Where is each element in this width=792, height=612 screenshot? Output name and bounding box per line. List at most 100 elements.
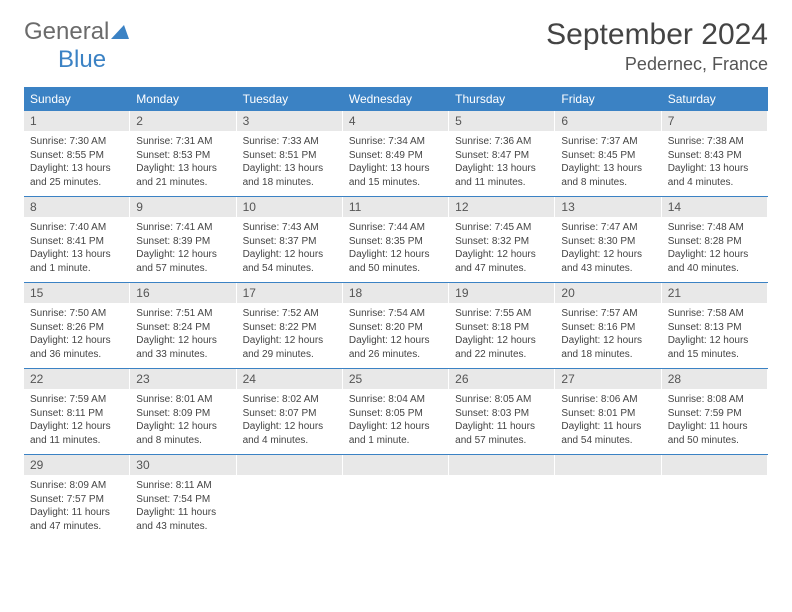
day-cell: 15Sunrise: 7:50 AMSunset: 8:26 PMDayligh… — [24, 283, 130, 368]
sunset-line: Sunset: 8:55 PM — [30, 149, 124, 163]
dow-saturday: Saturday — [662, 87, 768, 111]
day-cell: 2Sunrise: 7:31 AMSunset: 8:53 PMDaylight… — [130, 111, 236, 196]
sunrise-line: Sunrise: 7:40 AM — [30, 221, 124, 235]
day-body: Sunrise: 7:36 AMSunset: 8:47 PMDaylight:… — [449, 131, 555, 191]
day-cell: 8Sunrise: 7:40 AMSunset: 8:41 PMDaylight… — [24, 197, 130, 282]
title-block: September 2024 Pedernec, France — [546, 18, 768, 75]
sunrise-line: Sunrise: 7:55 AM — [455, 307, 549, 321]
sunset-line: Sunset: 8:01 PM — [561, 407, 655, 421]
day-number: 13 — [555, 197, 661, 217]
day-number: 25 — [343, 369, 449, 389]
day-number: 11 — [343, 197, 449, 217]
day-cell: 25Sunrise: 8:04 AMSunset: 8:05 PMDayligh… — [343, 369, 449, 454]
header: GeneralBlue September 2024 Pedernec, Fra… — [24, 18, 768, 75]
dow-sunday: Sunday — [24, 87, 130, 111]
sunset-line: Sunset: 8:35 PM — [349, 235, 443, 249]
sunrise-line: Sunrise: 7:31 AM — [136, 135, 230, 149]
sunset-line: Sunset: 7:59 PM — [668, 407, 762, 421]
day-cell: . — [449, 455, 555, 540]
day-body: Sunrise: 8:01 AMSunset: 8:09 PMDaylight:… — [130, 389, 236, 449]
daylight-line: Daylight: 13 hours and 11 minutes. — [455, 162, 549, 189]
daylight-line: Daylight: 11 hours and 43 minutes. — [136, 506, 230, 533]
day-cell: . — [343, 455, 449, 540]
sunset-line: Sunset: 8:43 PM — [668, 149, 762, 163]
sunrise-line: Sunrise: 7:58 AM — [668, 307, 762, 321]
daylight-line: Daylight: 12 hours and 8 minutes. — [136, 420, 230, 447]
day-number: 8 — [24, 197, 130, 217]
day-cell: 10Sunrise: 7:43 AMSunset: 8:37 PMDayligh… — [237, 197, 343, 282]
day-number: 18 — [343, 283, 449, 303]
day-body: Sunrise: 7:37 AMSunset: 8:45 PMDaylight:… — [555, 131, 661, 191]
week-row: 22Sunrise: 7:59 AMSunset: 8:11 PMDayligh… — [24, 369, 768, 455]
week-row: 15Sunrise: 7:50 AMSunset: 8:26 PMDayligh… — [24, 283, 768, 369]
sunrise-line: Sunrise: 7:33 AM — [243, 135, 337, 149]
day-number: 30 — [130, 455, 236, 475]
day-number: 4 — [343, 111, 449, 131]
day-cell: 1Sunrise: 7:30 AMSunset: 8:55 PMDaylight… — [24, 111, 130, 196]
day-cell: 20Sunrise: 7:57 AMSunset: 8:16 PMDayligh… — [555, 283, 661, 368]
day-cell: 13Sunrise: 7:47 AMSunset: 8:30 PMDayligh… — [555, 197, 661, 282]
day-number: 19 — [449, 283, 555, 303]
day-number: 29 — [24, 455, 130, 475]
daylight-line: Daylight: 12 hours and 43 minutes. — [561, 248, 655, 275]
sunrise-line: Sunrise: 7:34 AM — [349, 135, 443, 149]
sunrise-line: Sunrise: 8:11 AM — [136, 479, 230, 493]
daylight-line: Daylight: 13 hours and 1 minute. — [30, 248, 124, 275]
sunset-line: Sunset: 8:53 PM — [136, 149, 230, 163]
day-cell: 22Sunrise: 7:59 AMSunset: 8:11 PMDayligh… — [24, 369, 130, 454]
daylight-line: Daylight: 12 hours and 29 minutes. — [243, 334, 337, 361]
day-cell: 27Sunrise: 8:06 AMSunset: 8:01 PMDayligh… — [555, 369, 661, 454]
daylight-line: Daylight: 11 hours and 47 minutes. — [30, 506, 124, 533]
sunrise-line: Sunrise: 7:41 AM — [136, 221, 230, 235]
day-cell: 28Sunrise: 8:08 AMSunset: 7:59 PMDayligh… — [662, 369, 768, 454]
daylight-line: Daylight: 12 hours and 47 minutes. — [455, 248, 549, 275]
day-cell: . — [662, 455, 768, 540]
day-number: 9 — [130, 197, 236, 217]
day-cell: 16Sunrise: 7:51 AMSunset: 8:24 PMDayligh… — [130, 283, 236, 368]
sunrise-line: Sunrise: 7:37 AM — [561, 135, 655, 149]
logo-text-1: General — [24, 18, 109, 45]
day-body: Sunrise: 7:50 AMSunset: 8:26 PMDaylight:… — [24, 303, 130, 363]
sunset-line: Sunset: 8:22 PM — [243, 321, 337, 335]
day-number: 2 — [130, 111, 236, 131]
day-cell: . — [237, 455, 343, 540]
day-cell: 24Sunrise: 8:02 AMSunset: 8:07 PMDayligh… — [237, 369, 343, 454]
day-cell: 7Sunrise: 7:38 AMSunset: 8:43 PMDaylight… — [662, 111, 768, 196]
week-row: 29Sunrise: 8:09 AMSunset: 7:57 PMDayligh… — [24, 455, 768, 540]
sunset-line: Sunset: 8:30 PM — [561, 235, 655, 249]
sunset-line: Sunset: 8:09 PM — [136, 407, 230, 421]
sunrise-line: Sunrise: 7:38 AM — [668, 135, 762, 149]
logo: GeneralBlue — [24, 18, 129, 74]
day-body: Sunrise: 7:52 AMSunset: 8:22 PMDaylight:… — [237, 303, 343, 363]
day-number: 6 — [555, 111, 661, 131]
day-cell: 30 Sunrise: 8:11 AMSunset: 7:54 PMDayligh… — [130, 455, 236, 540]
day-cell: 26Sunrise: 8:05 AMSunset: 8:03 PMDayligh… — [449, 369, 555, 454]
daylight-line: Daylight: 11 hours and 54 minutes. — [561, 420, 655, 447]
daylight-line: Daylight: 12 hours and 18 minutes. — [561, 334, 655, 361]
day-body: Sunrise: 7:58 AMSunset: 8:13 PMDaylight:… — [662, 303, 768, 363]
sunset-line: Sunset: 7:54 PM — [136, 493, 230, 507]
day-number: 17 — [237, 283, 343, 303]
week-row: 8Sunrise: 7:40 AMSunset: 8:41 PMDaylight… — [24, 197, 768, 283]
sunset-line: Sunset: 8:03 PM — [455, 407, 549, 421]
daylight-line: Daylight: 11 hours and 57 minutes. — [455, 420, 549, 447]
day-body: Sunrise: 7:44 AMSunset: 8:35 PMDaylight:… — [343, 217, 449, 277]
daylight-line: Daylight: 12 hours and 22 minutes. — [455, 334, 549, 361]
sunset-line: Sunset: 8:37 PM — [243, 235, 337, 249]
day-cell: 5Sunrise: 7:36 AMSunset: 8:47 PMDaylight… — [449, 111, 555, 196]
sunrise-line: Sunrise: 7:54 AM — [349, 307, 443, 321]
day-number: 24 — [237, 369, 343, 389]
sunrise-line: Sunrise: 7:48 AM — [668, 221, 762, 235]
sunrise-line: Sunrise: 8:04 AM — [349, 393, 443, 407]
location: Pedernec, France — [546, 54, 768, 75]
daylight-line: Daylight: 12 hours and 54 minutes. — [243, 248, 337, 275]
sunset-line: Sunset: 8:24 PM — [136, 321, 230, 335]
day-body: Sunrise: 7:38 AMSunset: 8:43 PMDaylight:… — [662, 131, 768, 191]
day-cell: . — [555, 455, 661, 540]
dow-thursday: Thursday — [449, 87, 555, 111]
sunrise-line: Sunrise: 8:01 AM — [136, 393, 230, 407]
day-number: 10 — [237, 197, 343, 217]
day-body: Sunrise: 8:04 AMSunset: 8:05 PMDaylight:… — [343, 389, 449, 449]
day-number: 16 — [130, 283, 236, 303]
day-cell: 9Sunrise: 7:41 AMSunset: 8:39 PMDaylight… — [130, 197, 236, 282]
